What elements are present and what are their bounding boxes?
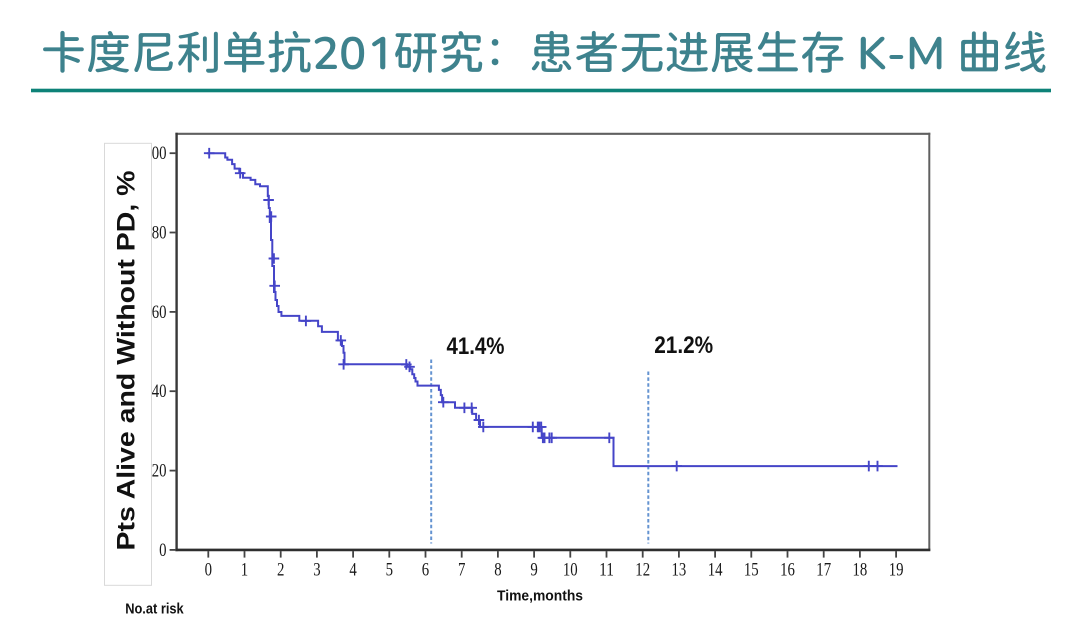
svg-text:No.at risk: No.at risk xyxy=(125,600,184,617)
svg-text:16: 16 xyxy=(780,559,795,580)
svg-text:4: 4 xyxy=(349,559,357,580)
svg-text:80: 80 xyxy=(152,222,167,243)
svg-text:20: 20 xyxy=(152,461,167,482)
svg-text:3: 3 xyxy=(313,559,320,580)
svg-text:17: 17 xyxy=(816,559,831,580)
svg-text:0: 0 xyxy=(205,559,212,580)
svg-text:Time,months: Time,months xyxy=(497,587,583,604)
svg-text:2: 2 xyxy=(277,559,284,580)
svg-text:00: 00 xyxy=(152,143,167,164)
svg-text:6: 6 xyxy=(422,559,429,580)
svg-text:10: 10 xyxy=(563,559,578,580)
svg-text:1: 1 xyxy=(241,559,248,580)
svg-text:41.4%: 41.4% xyxy=(447,333,505,360)
svg-text:12: 12 xyxy=(635,559,650,580)
svg-text:15: 15 xyxy=(744,559,759,580)
svg-text:19: 19 xyxy=(889,559,904,580)
svg-text:11: 11 xyxy=(599,559,614,580)
svg-text:5: 5 xyxy=(386,559,393,580)
svg-text:8: 8 xyxy=(494,559,501,580)
svg-text:13: 13 xyxy=(672,559,687,580)
svg-text:14: 14 xyxy=(708,559,723,580)
svg-text:7: 7 xyxy=(458,559,465,580)
svg-text:Pts Alive and Without PD, %: Pts Alive and Without PD, % xyxy=(113,171,141,551)
svg-text:0: 0 xyxy=(159,540,166,561)
svg-text:60: 60 xyxy=(152,302,167,323)
svg-text:9: 9 xyxy=(530,559,537,580)
svg-text:18: 18 xyxy=(853,559,868,580)
svg-text:40: 40 xyxy=(152,381,167,402)
svg-text:21.2%: 21.2% xyxy=(654,332,713,359)
